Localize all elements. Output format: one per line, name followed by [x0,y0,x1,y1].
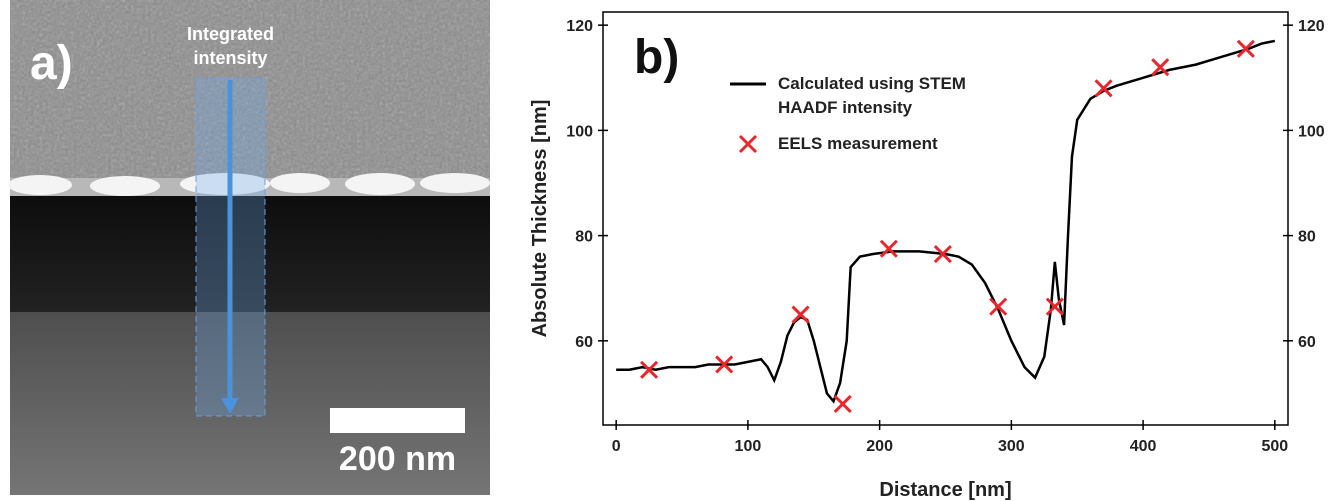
scale-bar-label: 200 nm [330,440,465,479]
data-point [881,241,897,257]
legend-swatch [728,132,768,156]
legend-swatch [728,72,768,96]
y-tick-label: 120 [566,18,593,35]
x-tick-label: 100 [735,438,762,455]
data-point [835,396,851,412]
y-tick-label: 80 [575,229,593,246]
page: 0 100 200 300 400 500 60 80 100 120 60 80 100 120 Dist… [0,0,1338,501]
annotation: Integrated intensity [168,22,293,70]
y-axis-label: Absolute Thickness [nm] [529,100,551,338]
x-tick-label: 200 [866,438,893,455]
legend-entry: EELS measurement [728,132,998,156]
y2-tick-label: 60 [1298,334,1316,351]
panel-label: b) [634,30,679,85]
x-tick-label: 300 [998,438,1025,455]
legend-label: EELS measurement [778,132,998,156]
legend-entry: Calculated using STEM HAADF intensity [728,72,998,120]
x-tick-label: 0 [612,438,621,455]
y2-tick-label: 80 [1298,229,1316,246]
y-tick-label: 100 [566,123,593,140]
panel-label: a) [30,36,73,91]
legend-label: Calculated using STEM HAADF intensity [778,72,998,120]
y2-tick-label: 120 [1298,18,1325,35]
x-tick-label: 400 [1130,438,1157,455]
y-tick-label: 60 [575,334,593,351]
y2-tick-label: 100 [1298,123,1325,140]
legend: Calculated using STEM HAADF intensity EEL… [728,72,998,168]
micrograph [8,0,490,495]
x-tick-label: 500 [1261,438,1288,455]
data-point [793,307,809,323]
x-axis-label: Distance [nm] [879,479,1011,501]
